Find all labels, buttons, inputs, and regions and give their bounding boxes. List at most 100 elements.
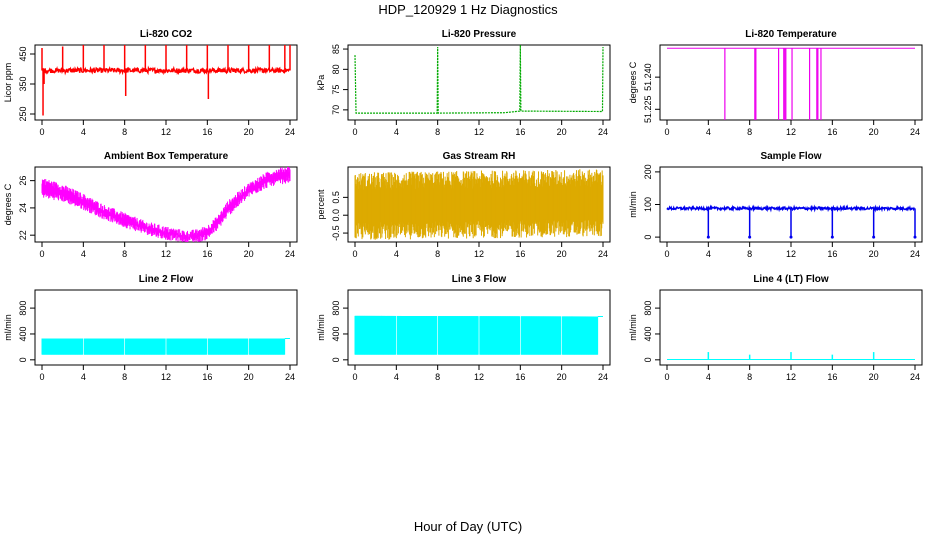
y-axis-label: Licor ppm	[3, 63, 13, 103]
panel-title: Ambient Box Temperature	[104, 151, 229, 162]
x-tick-label: 12	[474, 127, 484, 137]
y-tick-label: 0.5	[331, 191, 341, 204]
dip-point	[789, 235, 793, 239]
series	[667, 47, 915, 120]
x-tick-label: 12	[474, 372, 484, 382]
y-tick-label: 51.225	[643, 96, 653, 124]
y-tick-label: 800	[331, 301, 341, 316]
figure-title: HDP_120929 1 Hz Diagnostics	[378, 2, 558, 17]
y-tick-label: 800	[643, 301, 653, 316]
x-tick-label: 8	[122, 127, 127, 137]
x-tick-label: 4	[81, 127, 86, 137]
panel: Line 3 Flow ml/min 0 4 8 12 16 20 24 0 400 800	[316, 274, 611, 382]
x-tick-label: 16	[827, 127, 837, 137]
panel-title: Sample Flow	[760, 151, 821, 162]
series	[666, 204, 917, 239]
x-tick-label: 8	[747, 249, 752, 259]
x-tick-label: 16	[202, 372, 212, 382]
x-tick-label: 24	[598, 249, 608, 259]
y-tick-label: 70	[331, 105, 341, 115]
x-tick-label: 20	[557, 249, 567, 259]
x-tick-label: 12	[786, 249, 796, 259]
x-tick-label: 20	[869, 372, 879, 382]
plot-frame	[659, 44, 923, 121]
x-tick-label: 8	[435, 372, 440, 382]
y-tick-label: 0	[18, 357, 28, 362]
x-tick-label: 12	[786, 372, 796, 382]
y-tick-label: 0.0	[331, 209, 341, 222]
series	[41, 337, 290, 355]
series	[667, 352, 915, 361]
y-tick-label: 350	[18, 76, 28, 91]
panel: Ambient Box Temperature degrees C 0 4 8 12 16 2…	[3, 151, 298, 259]
y-tick-label: 800	[18, 301, 28, 316]
y-axis-label: degrees C	[628, 61, 638, 103]
x-tick-label: 16	[827, 249, 837, 259]
x-tick-label: 4	[394, 127, 399, 137]
x-tick-label: 0	[664, 249, 669, 259]
x-tick-label: 8	[435, 127, 440, 137]
x-tick-label: 12	[161, 249, 171, 259]
series-line	[41, 65, 290, 76]
y-tick-label: 22	[18, 230, 28, 240]
y-tick-label: 0	[643, 357, 653, 362]
x-tick-label: 0	[39, 372, 44, 382]
y-tick-label: 24	[18, 203, 28, 213]
y-axis-label: degrees C	[3, 183, 13, 225]
panel-title: Line 2 Flow	[139, 274, 194, 285]
y-tick-label: 0	[331, 357, 341, 362]
series	[41, 45, 291, 116]
x-tick-label: 20	[244, 249, 254, 259]
series-line	[666, 204, 916, 213]
x-tick-label: 16	[515, 249, 525, 259]
x-tick-label: 8	[122, 249, 127, 259]
dip-point	[872, 235, 876, 239]
x-tick-label: 16	[202, 127, 212, 137]
y-tick-label: 85	[331, 44, 341, 54]
x-tick-label: 20	[557, 127, 567, 137]
x-tick-label: 12	[161, 372, 171, 382]
dip-point	[748, 235, 752, 239]
x-tick-label: 20	[244, 372, 254, 382]
series	[354, 315, 603, 355]
y-axis-label: ml/min	[3, 314, 13, 341]
dip-point	[830, 235, 834, 239]
figure-x-axis-label: Hour of Day (UTC)	[414, 519, 522, 534]
panel: Li-820 Pressure kPa 0 4 8 12 16 20 24 70 75 80 85	[316, 29, 611, 137]
panel: Li-820 Temperature degrees C 0 4 8 12 16 20 24 51…	[628, 29, 923, 137]
panel-title: Line 4 (LT) Flow	[753, 274, 829, 285]
y-tick-label: 450	[18, 46, 28, 61]
x-tick-label: 0	[352, 249, 357, 259]
x-tick-label: 4	[706, 127, 711, 137]
y-axis-label: ml/min	[628, 314, 638, 341]
x-tick-label: 4	[706, 249, 711, 259]
x-tick-label: 20	[869, 249, 879, 259]
dip-point	[913, 235, 917, 239]
x-tick-label: 0	[664, 372, 669, 382]
panel-title: Li-820 Pressure	[442, 29, 517, 40]
x-tick-label: 24	[910, 249, 920, 259]
x-tick-label: 8	[747, 372, 752, 382]
x-tick-label: 24	[910, 372, 920, 382]
x-tick-label: 16	[515, 372, 525, 382]
y-axis-label: kPa	[316, 75, 326, 91]
x-tick-label: 12	[474, 249, 484, 259]
panel: Gas Stream RH percent 0 4 8 12 16 20 24 -0.5 0.0 0.…	[316, 151, 611, 259]
x-tick-label: 24	[285, 127, 295, 137]
panel-title: Li-820 Temperature	[745, 29, 837, 40]
dip-point	[706, 235, 710, 239]
panel-title: Li-820 CO2	[140, 29, 193, 40]
y-tick-label: 200	[643, 164, 653, 179]
y-tick-label: 100	[643, 197, 653, 212]
x-tick-label: 4	[394, 249, 399, 259]
panel-title: Gas Stream RH	[443, 151, 516, 162]
y-tick-label: 80	[331, 64, 341, 74]
y-tick-label: 400	[331, 326, 341, 341]
x-tick-label: 4	[81, 372, 86, 382]
y-tick-label: -0.5	[331, 225, 341, 241]
y-axis-label: ml/min	[628, 191, 638, 218]
x-tick-label: 16	[202, 249, 212, 259]
x-tick-label: 8	[435, 249, 440, 259]
x-tick-label: 24	[285, 372, 295, 382]
